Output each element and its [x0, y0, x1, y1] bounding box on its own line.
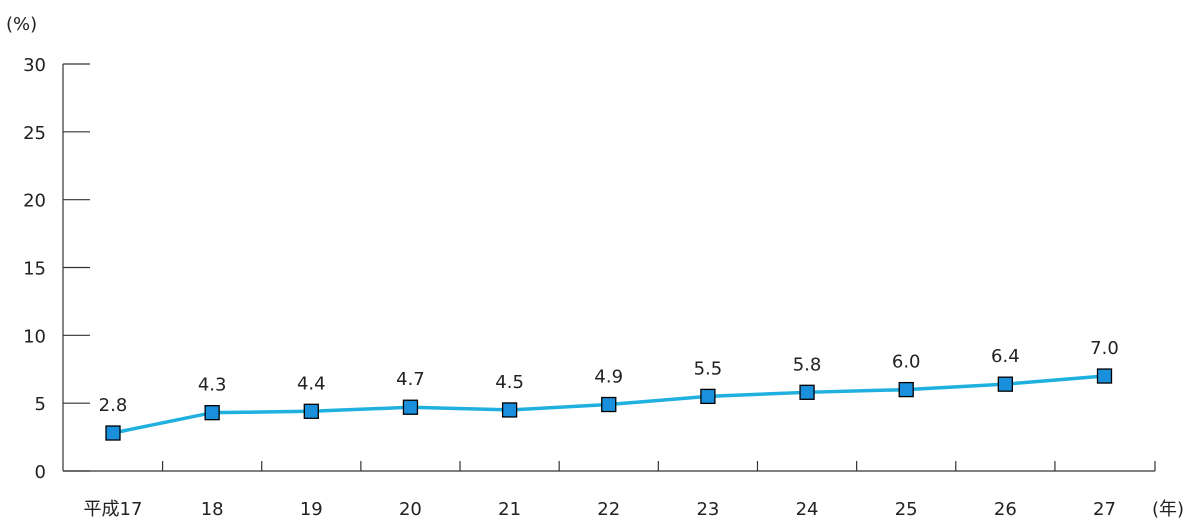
x-ticks: 平成17 18 19 20 21 22 23 24 25 26 27 — [84, 461, 1156, 520]
data-point — [303, 403, 319, 419]
x-tick-label: 27 — [1093, 499, 1116, 520]
data-point — [105, 425, 121, 441]
data-label: 6.4 — [991, 346, 1020, 367]
y-tick-label: 25 — [23, 123, 46, 144]
y-tick-label: 30 — [23, 55, 46, 76]
x-tick-label: 23 — [696, 499, 719, 520]
y-unit-label: (%) — [6, 14, 37, 35]
y-ticks: 0 5 10 15 20 25 30 — [23, 55, 90, 483]
y-tick-label: 5 — [35, 394, 46, 415]
data-label: 4.3 — [198, 375, 227, 396]
data-label: 4.9 — [594, 367, 623, 388]
data-point — [601, 396, 617, 413]
data-label: 5.5 — [694, 358, 723, 379]
data-point — [204, 405, 220, 421]
data-label: 6.0 — [892, 352, 921, 373]
data-point — [799, 384, 815, 400]
data-point — [700, 388, 716, 405]
x-tick-label: 24 — [796, 499, 819, 520]
data-point — [501, 402, 518, 418]
series-group: 2.8 4.3 4.4 4.7 4.5 4.9 5.5 5.8 6.0 6.4 7.0 — [99, 338, 1119, 441]
data-point — [1096, 368, 1113, 384]
data-label: 4.7 — [396, 369, 425, 390]
y-tick-label: 15 — [23, 259, 46, 280]
x-tick-label: 20 — [399, 499, 422, 520]
x-tick-label: 18 — [201, 499, 224, 520]
data-label: 4.4 — [297, 373, 326, 394]
data-point — [997, 376, 1013, 392]
x-tick-label: 19 — [300, 499, 323, 520]
x-tick-label: 22 — [597, 499, 620, 520]
data-label: 2.8 — [99, 395, 128, 416]
y-tick-label: 10 — [23, 326, 46, 347]
data-label: 7.0 — [1090, 338, 1119, 359]
y-tick-label: 20 — [23, 191, 46, 212]
data-point — [402, 399, 419, 415]
y-tick-label: 0 — [35, 462, 46, 483]
data-label: 4.5 — [495, 372, 524, 393]
x-unit-label: (年) — [1152, 499, 1184, 520]
data-label: 5.8 — [793, 354, 822, 375]
x-tick-label: 平成17 — [84, 499, 143, 520]
x-tick-label: 21 — [498, 499, 521, 520]
x-tick-label: 26 — [994, 499, 1017, 520]
data-point — [898, 381, 914, 398]
x-tick-label: 25 — [895, 499, 918, 520]
